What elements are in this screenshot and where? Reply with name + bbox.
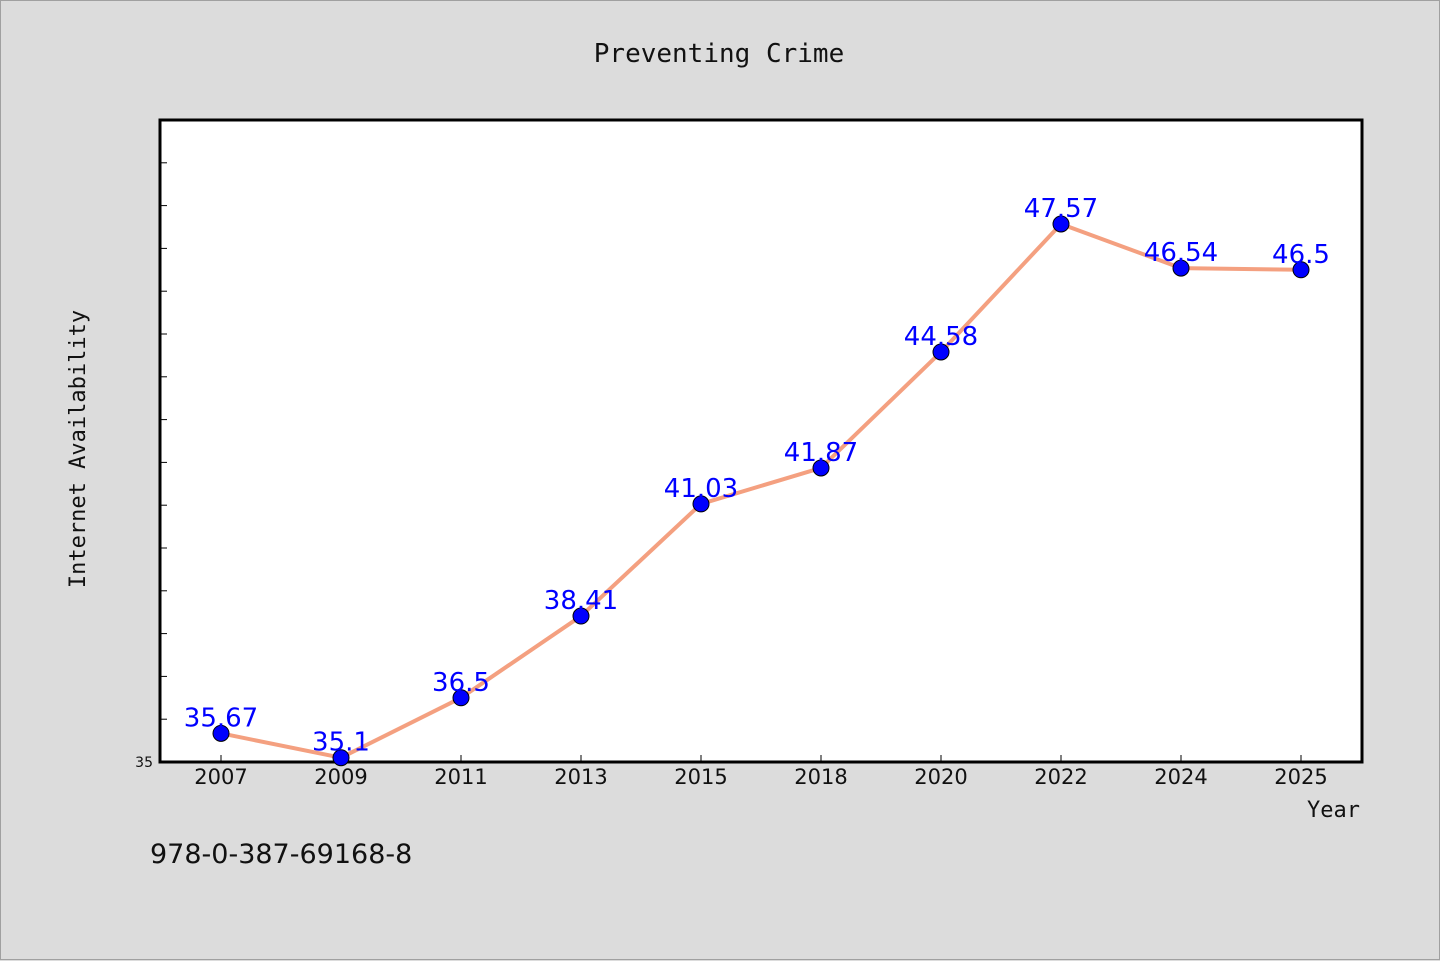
data-label-2025: 46.5 (1272, 240, 1330, 270)
data-label-2013: 38.41 (544, 586, 618, 616)
chart-title: Preventing Crime (594, 39, 844, 69)
data-label-2018: 41.87 (784, 438, 858, 468)
x-tick-label-2020: 2020 (914, 765, 967, 789)
data-label-2009: 35.1 (312, 728, 370, 758)
data-point-2009 (332, 749, 350, 767)
isbn-footer: 978-0-387-69168-8 (150, 839, 412, 870)
data-point-2011 (452, 689, 470, 707)
data-label-2020: 44.58 (904, 322, 978, 352)
data-point-2015 (692, 495, 710, 513)
data-labels: 35.67 35.1 36.5 38.41 41.03 41.87 44.58 47.57 46… (184, 194, 1330, 758)
data-point-2024 (1172, 259, 1190, 277)
x-tick-label-2013: 2013 (554, 765, 607, 789)
x-tick-label-2022: 2022 (1034, 765, 1087, 789)
x-tick-labels: 2007 2009 2011 2013 2015 2018 2020 2022 2024 2025 (194, 765, 1327, 789)
data-point-2018 (812, 459, 830, 477)
data-point-2020 (932, 343, 950, 361)
series-markers (212, 215, 1310, 767)
x-tick-label-2011: 2011 (434, 765, 487, 789)
data-point-2007 (212, 724, 230, 742)
plot-area (158, 118, 1364, 764)
data-point-2022 (1052, 215, 1070, 233)
data-point-2025 (1292, 261, 1310, 279)
x-tick-label-2018: 2018 (794, 765, 847, 789)
y-axis-label: Internet Availability (66, 310, 91, 588)
x-axis-ticks (220, 755, 1302, 762)
data-label-2007: 35.67 (184, 703, 258, 733)
data-label-2015: 41.03 (664, 474, 738, 504)
data-label-2022: 47.57 (1024, 194, 1098, 224)
data-label-2024: 46.54 (1144, 238, 1218, 268)
x-tick-label-2007: 2007 (194, 765, 247, 789)
x-axis-label: Year (1307, 798, 1360, 823)
data-label-2011: 36.5 (432, 668, 490, 698)
series-line (220, 222, 1302, 760)
data-point-2013 (572, 607, 590, 625)
y-tick-label: 35 (135, 755, 153, 771)
x-tick-label-2025: 2025 (1274, 765, 1327, 789)
x-tick-label-2015: 2015 (674, 765, 727, 789)
y-axis-ticks (160, 162, 167, 720)
x-tick-label-2009: 2009 (314, 765, 367, 789)
x-tick-label-2024: 2024 (1154, 765, 1207, 789)
